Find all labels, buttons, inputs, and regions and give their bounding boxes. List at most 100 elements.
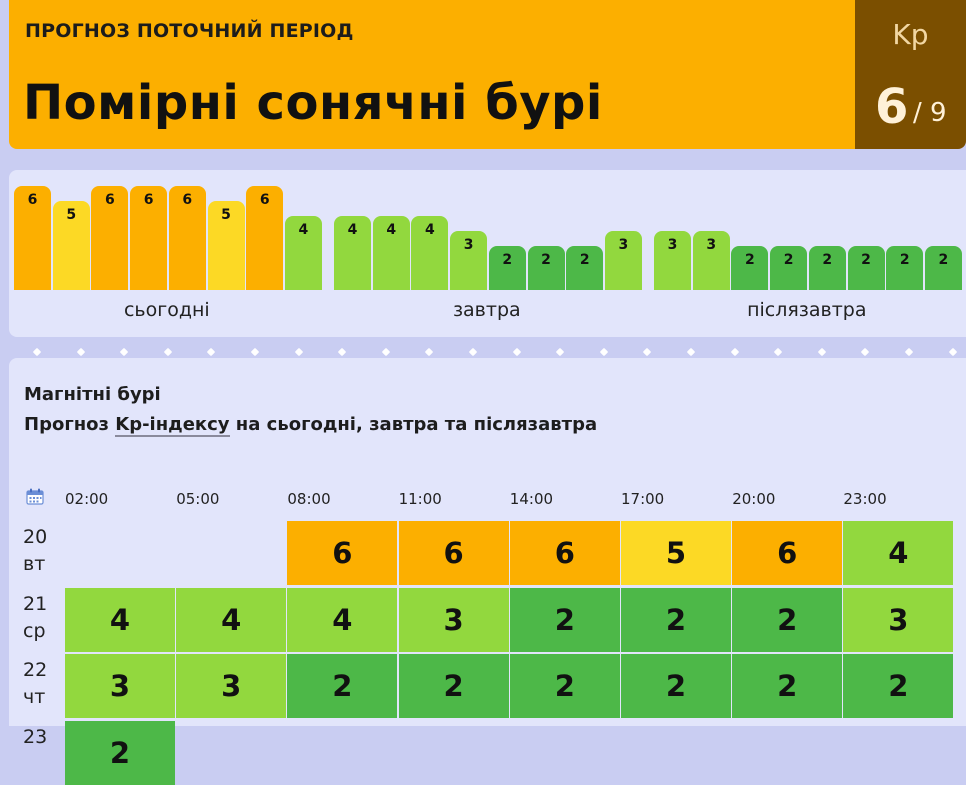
- kp-forecast-panel: Магнітні бурі Прогноз Kp-індексу на сьог…: [9, 358, 966, 785]
- separator-dot: [119, 347, 129, 357]
- strip-bar: 3: [654, 231, 691, 290]
- kp-cell: 2: [287, 654, 398, 718]
- row-weekday: чт: [23, 686, 46, 708]
- kp-cell: 2: [843, 654, 954, 718]
- time-header: 02:00: [65, 490, 109, 508]
- separator-dot: [599, 347, 609, 357]
- period-banner: ПРОГНОЗ ПОТОЧНИЙ ПЕРІОД Помірні сонячні …: [9, 0, 855, 149]
- kp-cell: 4: [843, 521, 954, 585]
- row-weekday: ср: [23, 619, 46, 642]
- strip-bar: 2: [770, 246, 808, 290]
- separator-dot: [468, 347, 478, 357]
- strip-bar: 6: [14, 186, 51, 290]
- strip-bar: 2: [566, 246, 604, 290]
- separator-dots: [0, 347, 966, 357]
- kp-cell: 3: [398, 587, 509, 652]
- separator-dot: [817, 347, 827, 357]
- row-date-label: 20 вт: [23, 524, 47, 578]
- strip-bar: 5: [207, 201, 245, 290]
- strip-bar: 6: [130, 186, 168, 290]
- kp-cell: 2: [621, 587, 731, 652]
- kp-cell: 3: [843, 587, 954, 652]
- row-day-number: 20: [23, 526, 48, 548]
- separator-dot: [163, 347, 173, 357]
- separator-dot: [686, 347, 696, 357]
- kp-cell: 4: [176, 587, 287, 652]
- kp-forecast-strip: 6 5 6 6 6 5 6 4 сьогодні 4 4 4 3 2 2 2 3 завтра 3 3 2 2 2 2 2 2 пі…: [9, 170, 966, 337]
- strip-bar: 6: [246, 186, 284, 290]
- separator-dot: [512, 347, 521, 357]
- time-header: 11:00: [398, 490, 442, 508]
- strip-bar: 6: [91, 186, 129, 290]
- separator-dot: [773, 347, 783, 357]
- time-header: 05:00: [176, 490, 220, 508]
- kp-max-value: / 9: [913, 98, 947, 128]
- separator-dot: [207, 347, 216, 357]
- strip-bar: 6: [168, 186, 206, 290]
- kp-cell: 3: [65, 654, 175, 718]
- strip-bar: 3: [450, 231, 488, 290]
- kp-cell: 4: [287, 587, 398, 652]
- period-label: ПРОГНОЗ ПОТОЧНИЙ ПЕРІОД: [25, 20, 354, 42]
- row-date-label: 22 чт: [23, 657, 47, 711]
- strip-day-label: сьогодні: [123, 299, 210, 321]
- strip-bar: 2: [924, 246, 962, 290]
- kp-cell: 2: [732, 654, 843, 718]
- separator-dot: [381, 347, 391, 357]
- separator-dot: [948, 347, 957, 357]
- strip-bar: 3: [692, 231, 730, 290]
- kp-cell: 6: [287, 521, 398, 585]
- kp-cell: 4: [65, 587, 175, 652]
- kp-cell: 2: [509, 587, 620, 652]
- strip-bar: 4: [411, 216, 449, 290]
- strip-bar: 4: [334, 216, 371, 290]
- kp-cell: 2: [621, 654, 731, 718]
- row-day-number: 21: [23, 592, 48, 615]
- separator-dot: [76, 347, 85, 357]
- separator-dot: [425, 347, 434, 357]
- row-day-number: 22: [23, 659, 48, 681]
- kp-cell: 6: [732, 521, 843, 585]
- kp-index-link[interactable]: Kp-індексу: [115, 414, 230, 437]
- strip-bar: 2: [488, 246, 526, 290]
- separator-dot: [555, 347, 565, 357]
- kp-label: Kp: [892, 18, 929, 51]
- strip-bar: 2: [527, 246, 565, 290]
- kp-cell: 2: [398, 654, 509, 718]
- kp-cell: 3: [176, 654, 287, 718]
- separator-dot: [730, 347, 739, 357]
- separator-dot: [904, 347, 914, 357]
- separator-dot: [32, 347, 42, 357]
- strip-bar: 5: [52, 201, 90, 290]
- row-day-number: 23: [23, 725, 48, 748]
- time-header: 23:00: [843, 490, 887, 508]
- row-date-label: 23: [23, 724, 47, 751]
- kp-cell: 2: [732, 587, 843, 652]
- page-title: Помірні сонячні бурі: [23, 75, 603, 131]
- separator-dot: [294, 347, 303, 357]
- kp-cell: 5: [621, 521, 731, 585]
- separator-dot: [250, 347, 260, 357]
- kp-cell: 2: [65, 720, 175, 785]
- subtitle-suffix: на сьогодні, завтра та післязавтра: [229, 414, 598, 435]
- row-date-label: 21 ср: [23, 591, 47, 645]
- strip-bar: 2: [808, 246, 846, 290]
- strip-bar: 4: [372, 216, 410, 290]
- subtitle-prefix: Прогноз: [24, 414, 116, 435]
- separator-dot: [643, 347, 652, 357]
- strip-bar: 2: [886, 246, 924, 290]
- calendar-icon[interactable]: [26, 488, 44, 505]
- kp-current-value: 6: [875, 79, 909, 135]
- strip-bar: 4: [284, 216, 322, 290]
- kp-cell: 6: [509, 521, 620, 585]
- strip-day-label: завтра: [452, 299, 521, 321]
- separator-dot: [861, 347, 870, 357]
- row-weekday: вт: [23, 553, 46, 575]
- kp-cell: 6: [398, 521, 509, 585]
- time-header: 20:00: [732, 490, 776, 508]
- time-header: 08:00: [287, 490, 331, 508]
- strip-day-label: післязавтра: [747, 299, 867, 321]
- time-header: 14:00: [509, 490, 554, 508]
- strip-bar: 3: [604, 231, 642, 290]
- strip-bar: 2: [847, 246, 885, 290]
